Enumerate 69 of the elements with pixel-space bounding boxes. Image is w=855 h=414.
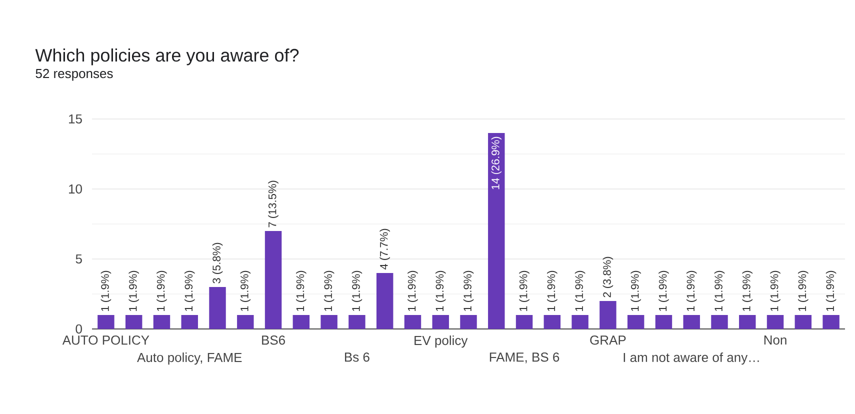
data-label: 1 (1.9%)	[770, 270, 780, 311]
data-label: 1 (1.9%)	[658, 270, 669, 311]
x-tick-label: Bs 6	[345, 352, 370, 362]
x-tick-label: GRAP	[590, 336, 626, 345]
bar	[516, 314, 533, 329]
bar	[348, 314, 366, 329]
bar	[98, 314, 114, 329]
bar	[739, 314, 756, 329]
bar	[766, 314, 784, 329]
data-label: 1 (1.9%)	[128, 270, 139, 311]
y-tick-label: 10	[69, 184, 82, 194]
bar	[209, 286, 226, 329]
x-tick-label: I am not aware of any…	[624, 352, 759, 365]
data-label: 7 (13.5%)	[268, 180, 278, 228]
x-tick-label: FAME, BS 6	[490, 352, 560, 364]
chart-title: Which policies are you aware of?	[35, 48, 299, 66]
bar	[292, 314, 310, 329]
bar	[432, 314, 449, 329]
data-label: 1 (1.9%)	[352, 270, 362, 311]
bar	[572, 314, 588, 329]
data-label: 1 (1.9%)	[324, 270, 334, 311]
data-label: 1 (1.9%)	[184, 270, 195, 311]
bar	[627, 314, 644, 329]
bar	[237, 314, 254, 329]
data-label: 1 (1.9%)	[408, 270, 418, 311]
bar	[264, 230, 282, 329]
bar	[794, 314, 812, 329]
chart-subtitle: 52 responses	[36, 68, 113, 81]
bar	[488, 132, 505, 329]
bar	[404, 314, 422, 329]
bar	[153, 314, 170, 329]
data-label: 1 (1.9%)	[686, 270, 697, 311]
data-label: 3 (5.8%)	[212, 242, 223, 284]
bar	[125, 314, 142, 329]
bar	[376, 272, 394, 329]
bar	[655, 314, 672, 329]
y-tick-label: 15	[69, 114, 82, 124]
x-tick-label: AUTO POLICY	[62, 336, 150, 345]
data-label: 1 (1.9%)	[463, 270, 474, 311]
data-label: 1 (1.9%)	[519, 270, 530, 311]
x-tick-label: Non	[764, 336, 786, 345]
bar	[600, 300, 616, 329]
data-label: 1 (1.9%)	[574, 270, 586, 311]
bar	[460, 314, 477, 329]
bar	[711, 314, 728, 329]
data-label: 4 (7.7%)	[380, 228, 390, 270]
data-label: 1 (1.9%)	[435, 270, 446, 311]
data-label: 1 (1.9%)	[798, 270, 808, 311]
data-label: 1 (1.9%)	[826, 270, 836, 311]
data-label: 1 (1.9%)	[100, 270, 112, 311]
data-label: 14 (26.9%)	[491, 136, 502, 190]
y-tick-label: 5	[76, 254, 82, 264]
data-label: 2 (3.8%)	[602, 256, 614, 298]
x-tick-label: EV policy	[414, 336, 468, 348]
data-label: 1 (1.9%)	[714, 270, 725, 311]
data-label: 1 (1.9%)	[296, 270, 306, 311]
bar	[181, 314, 198, 329]
data-label: 1 (1.9%)	[240, 270, 251, 311]
data-label: 1 (1.9%)	[156, 270, 167, 311]
x-tick-label: BS6	[262, 336, 286, 345]
data-label: 1 (1.9%)	[630, 270, 641, 311]
bar	[320, 314, 338, 329]
x-tick-label: Auto policy, FAME	[137, 352, 242, 365]
bar	[683, 314, 700, 329]
data-label: 1 (1.9%)	[742, 270, 753, 311]
y-tick-label: 0	[76, 324, 82, 334]
bar	[822, 314, 840, 329]
data-label: 1 (1.9%)	[547, 270, 558, 311]
bar	[544, 314, 561, 329]
